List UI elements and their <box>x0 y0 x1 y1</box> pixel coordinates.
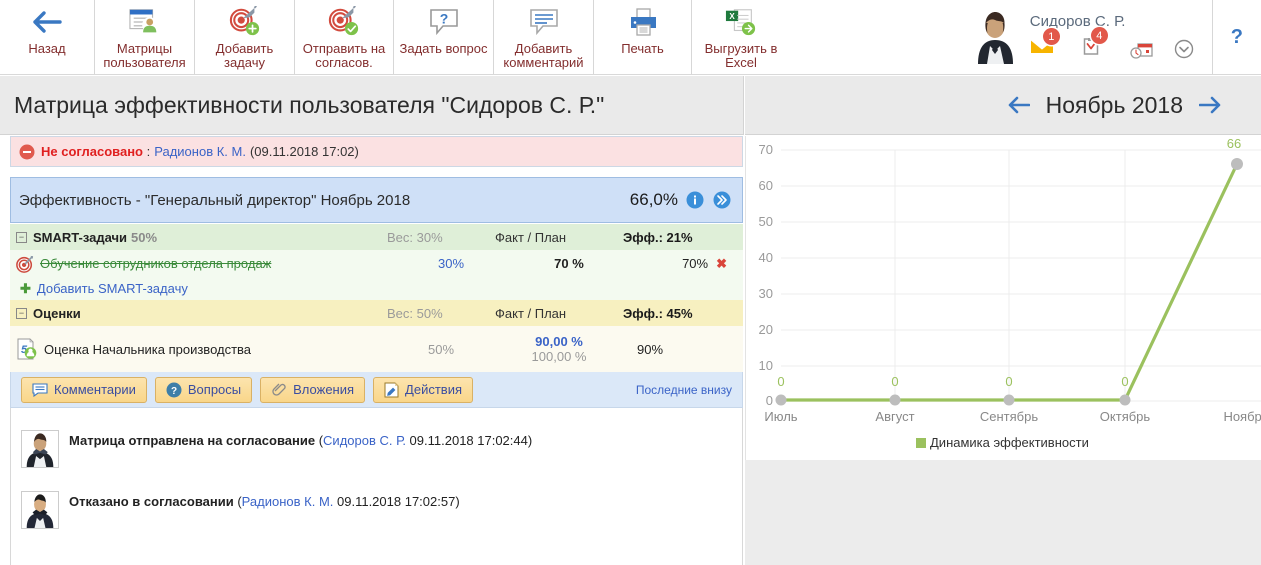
svg-text:?: ? <box>171 386 177 397</box>
svg-text:Сентябрь: Сентябрь <box>980 409 1038 424</box>
svg-text:Ноябрь: Ноябрь <box>1223 409 1261 424</box>
svg-text:Октябрь: Октябрь <box>1100 409 1151 424</box>
svg-text:0: 0 <box>766 393 773 408</box>
svg-text:X: X <box>729 12 735 21</box>
svg-text:Июль: Июль <box>764 409 797 424</box>
svg-text:20: 20 <box>759 322 773 337</box>
svg-text:66: 66 <box>1227 136 1241 151</box>
svg-text:60: 60 <box>759 178 773 193</box>
svg-text:0: 0 <box>1121 374 1128 389</box>
svg-text:?: ? <box>439 11 448 27</box>
svg-text:Август: Август <box>875 409 914 424</box>
svg-text:40: 40 <box>759 250 773 265</box>
svg-text:50: 50 <box>759 214 773 229</box>
svg-text:0: 0 <box>777 374 784 389</box>
svg-text:0: 0 <box>891 374 898 389</box>
svg-text:30: 30 <box>759 286 773 301</box>
svg-text:Динамика эффективности: Динамика эффективности <box>930 435 1089 450</box>
svg-text:0: 0 <box>1005 374 1012 389</box>
svg-text:10: 10 <box>759 358 773 373</box>
svg-text:70: 70 <box>759 142 773 157</box>
